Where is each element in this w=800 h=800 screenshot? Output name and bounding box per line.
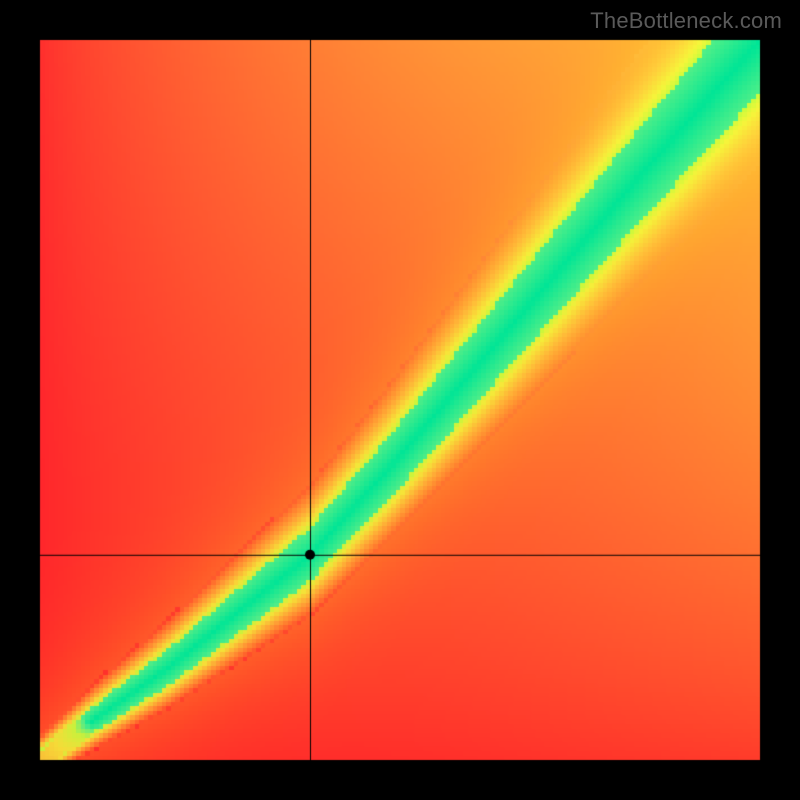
source-watermark: TheBottleneck.com <box>590 8 782 34</box>
chart-container: TheBottleneck.com <box>0 0 800 800</box>
bottleneck-heatmap <box>0 0 800 800</box>
